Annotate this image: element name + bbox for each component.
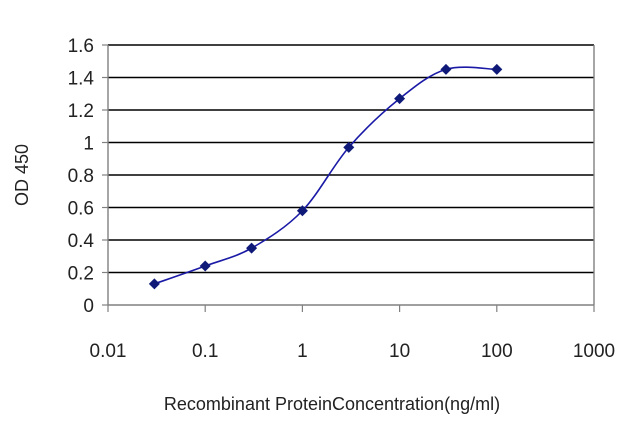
y-tick-label: 1.6 [68, 36, 94, 57]
y-tick-labels: 0 0.2 0.4 0.6 0.8 1 1.2 1.4 1.6 [68, 36, 95, 317]
gridlines [108, 44, 594, 274]
y-tick-label: 1 [83, 134, 94, 155]
data-point-diamond [199, 260, 211, 272]
y-tick-label: 1.4 [68, 69, 95, 90]
data-point-diamond [491, 63, 503, 75]
x-axis-title: Recombinant ProteinConcentration(ng/ml) [164, 394, 500, 414]
data-point-diamond [246, 242, 258, 254]
x-tick-label: 0.01 [90, 341, 127, 362]
x-tick-label: 1 [297, 341, 308, 362]
y-tick-label: 0.4 [68, 231, 95, 252]
y-tick-label: 1.2 [68, 101, 94, 122]
y-tick-label: 0.8 [68, 166, 94, 187]
y-tick-label: 0.2 [68, 264, 94, 285]
x-tick-label: 1000 [573, 341, 615, 362]
data-point-diamond [394, 93, 406, 105]
y-tick-label: 0.6 [68, 199, 94, 220]
series-line [154, 66, 497, 285]
x-tick-label: 0.1 [192, 341, 218, 362]
x-tick-labels: 0.01 0.1 1 10 100 1000 [90, 341, 616, 362]
data-point-diamond [440, 63, 452, 75]
series-layer [148, 63, 503, 290]
y-axis-title: OD 450 [12, 144, 32, 206]
plot-frame [102, 44, 595, 312]
data-point-diamond [296, 205, 308, 217]
data-point-diamond [343, 141, 355, 153]
data-point-diamond [148, 278, 160, 290]
x-tick-label: 100 [481, 341, 513, 362]
y-tick-label: 0 [83, 296, 94, 317]
x-tick-label: 10 [389, 341, 410, 362]
